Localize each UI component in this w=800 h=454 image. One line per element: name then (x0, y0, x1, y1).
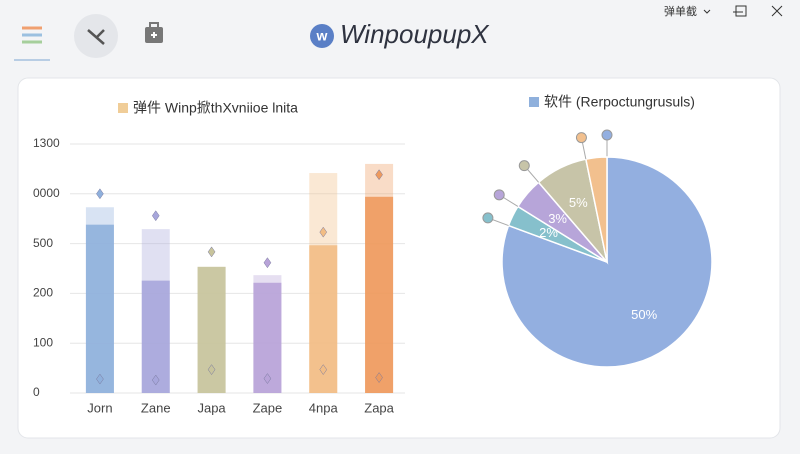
legend-label: 弹件 Winp掀thXvniioe lnita (133, 100, 298, 116)
leader-dot (518, 160, 530, 172)
slice-label: 5% (569, 195, 588, 210)
x-tick-label: Zane (141, 400, 171, 415)
x-tick-label: Zapa (364, 400, 394, 415)
maximize-button[interactable] (735, 5, 747, 17)
x-tick-label: Zape (253, 400, 283, 415)
marker (96, 373, 104, 385)
legend-label: 软件 (Rerpoctungrusuls) (544, 94, 695, 110)
y-tick-label: 0 (33, 385, 40, 399)
package-button[interactable] (145, 22, 163, 43)
x-tick-label: 4npa (309, 400, 339, 415)
y-tick-label: 500 (33, 236, 53, 250)
menu-button[interactable] (14, 26, 50, 61)
leader-dot (601, 129, 613, 141)
marker (319, 364, 328, 376)
slice-label: 50% (631, 307, 657, 322)
marker (319, 226, 328, 238)
x-tick-label: Jorn (87, 400, 112, 415)
leader-dot (482, 212, 494, 224)
marker (375, 372, 383, 383)
leader-dot (575, 132, 587, 144)
x-tick-label: Japa (197, 400, 226, 415)
legend-swatch (118, 103, 128, 113)
y-tick-label: 0000 (33, 186, 60, 200)
y-tick-label: 100 (33, 335, 53, 349)
app-title: WinpoupupX (340, 19, 490, 49)
logo: w (310, 24, 334, 48)
y-tick-label: 1300 (33, 136, 60, 150)
tool-button[interactable] (74, 14, 118, 58)
bar (85, 224, 114, 393)
bar (141, 280, 170, 393)
marker (151, 210, 160, 222)
marker (151, 374, 160, 386)
toolbar: w WinpoupupX 弹单截 (14, 4, 783, 61)
leader-dot (493, 189, 505, 201)
svg-text:w: w (316, 28, 328, 44)
legend-swatch (529, 97, 539, 107)
close-button[interactable] (771, 5, 783, 17)
marker (207, 364, 216, 376)
menu-dropdown[interactable]: 弹单截 (664, 4, 697, 18)
marker (207, 246, 216, 258)
marker (375, 169, 383, 181)
dropdown-arrow (703, 9, 711, 14)
charts: 弹件 Winp掀thXvniioe lnita 0 100 200 500 0000 130… (33, 94, 713, 415)
marker (263, 257, 272, 269)
y-tick-label: 200 (33, 286, 53, 300)
marker (263, 373, 272, 384)
bar (365, 196, 394, 393)
marker (96, 188, 104, 200)
slice-label: 3% (548, 211, 567, 226)
